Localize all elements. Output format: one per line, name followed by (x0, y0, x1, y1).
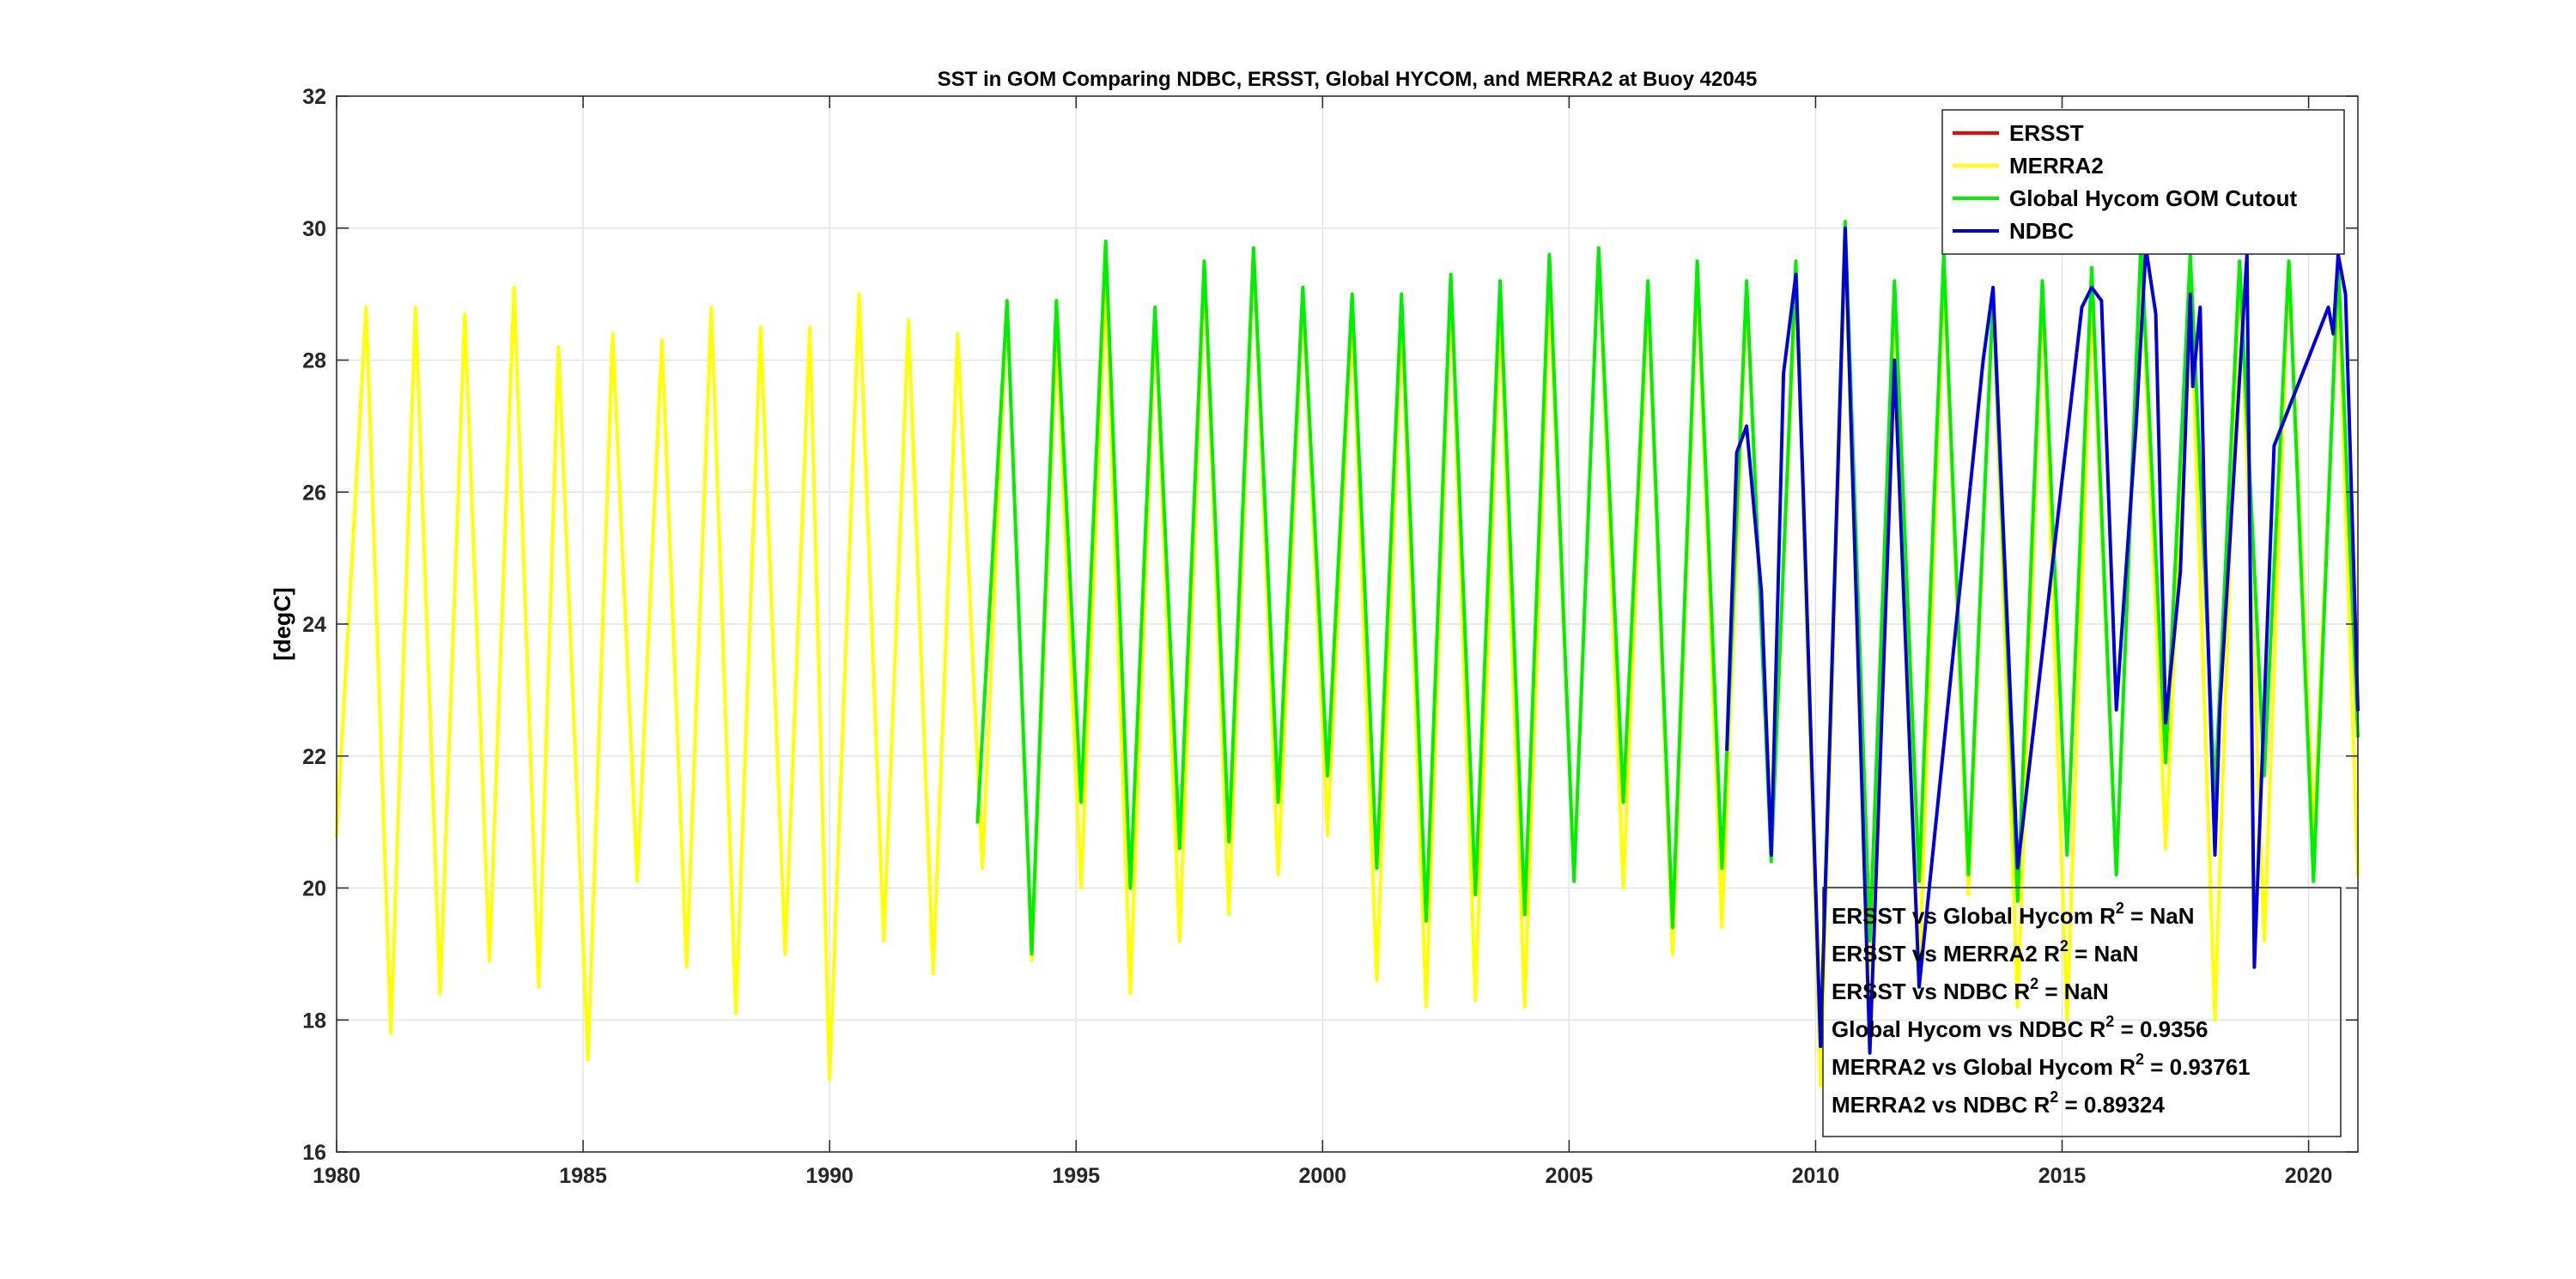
y-tick-label: 28 (302, 349, 326, 373)
y-tick-label: 20 (302, 877, 326, 901)
legend-label: ERSST (2009, 120, 2084, 146)
x-tick-label: 1980 (313, 1164, 361, 1188)
y-tick-label: 26 (302, 481, 326, 505)
legend-box (1941, 109, 2345, 255)
stats-line: ERSST vs MERRA2 R2 = NaN (1832, 937, 2139, 967)
x-tick-label: 2010 (1792, 1164, 1840, 1188)
stats-line: ERSST vs NDBC R2 = NaN (1832, 975, 2109, 1004)
axis-ticks: 1980 1985 1990 1995 2000 2005 2010 2015 2020 16 18… (302, 85, 2358, 1188)
series-lines (335, 220, 2360, 1088)
r-squared-stats-box: ERSST vs Global Hycom R2 = NaN ERSST vs M… (1822, 887, 2342, 1137)
legend-label: NDBC (2009, 218, 2074, 244)
y-tick-label: 32 (302, 85, 326, 109)
x-tick-label: 2000 (1298, 1164, 1346, 1188)
chart-title: SST in GOM Comparing NDBC, ERSST, Global… (938, 68, 1758, 91)
legend: ERSST MERRA2 Global Hycom GOM Cutout NDBC (1941, 109, 2345, 255)
stats-line: Global Hycom vs NDBC R2 = 0.9356 (1832, 1013, 2208, 1042)
y-axis-label: [degC] (270, 587, 295, 660)
legend-label: Global Hycom GOM Cutout (2009, 185, 2297, 211)
legend-label: MERRA2 (2009, 153, 2104, 179)
x-tick-label: 2020 (2285, 1164, 2333, 1188)
x-tick-label: 1995 (1052, 1164, 1100, 1188)
y-tick-label: 18 (302, 1009, 326, 1033)
x-tick-label: 2015 (2038, 1164, 2087, 1188)
y-tick-label: 22 (302, 745, 326, 769)
stats-line: MERRA2 vs Global Hycom R2 = 0.93761 (1832, 1051, 2251, 1080)
x-tick-label: 1985 (559, 1164, 607, 1188)
series-line-3 (1725, 226, 2360, 1055)
stats-line: MERRA2 vs NDBC R2 = 0.89324 (1832, 1088, 2165, 1118)
y-tick-label: 16 (302, 1141, 326, 1165)
x-tick-label: 1990 (805, 1164, 854, 1188)
y-tick-label: 30 (302, 217, 326, 241)
stats-line: ERSST vs Global Hycom R2 = NaN (1832, 900, 2195, 929)
y-tick-label: 24 (302, 613, 326, 637)
stats-box (1822, 887, 2342, 1137)
x-tick-label: 2005 (1546, 1164, 1594, 1188)
